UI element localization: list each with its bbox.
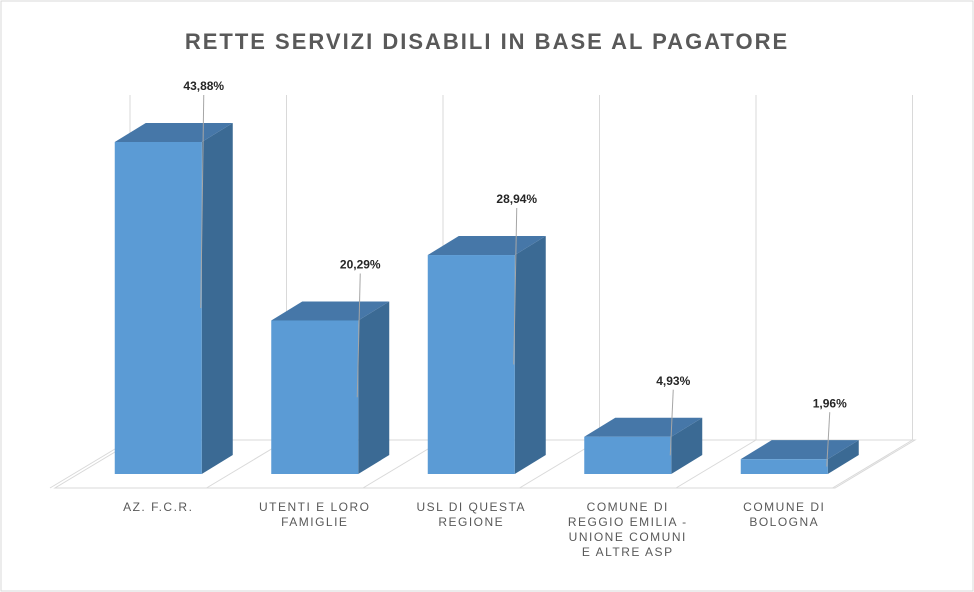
leader-line: [669, 389, 674, 456]
bar-top: [740, 440, 859, 460]
bar-side: [671, 417, 703, 474]
chart-title: RETTE SERVIZI DISABILI IN BASE AL PAGATO…: [185, 29, 789, 54]
bar: [271, 320, 359, 474]
floor: [53, 439, 917, 489]
bar-top: [584, 417, 703, 437]
x-tick-label: USL DI QUESTA REGIONE: [416, 500, 527, 529]
leader-line: [200, 94, 205, 309]
leader-line: [826, 412, 831, 467]
bar-side: [358, 301, 390, 474]
data-label: 43,88%: [183, 79, 224, 93]
x-tick-label: AZ. F.C.R.: [123, 500, 194, 514]
leader-line: [356, 273, 361, 398]
bar: [427, 255, 515, 474]
x-tick-label: COMUNE DI REGGIO EMILIA - UNIONE COMUNI …: [567, 500, 688, 559]
floor-divider: [675, 439, 757, 489]
bar-side: [201, 123, 233, 474]
leader-line: [513, 208, 518, 365]
bar: [584, 436, 672, 474]
data-label: 4,93%: [656, 374, 690, 388]
data-label: 28,94%: [496, 192, 537, 206]
bar: [114, 142, 202, 474]
data-label: 1,96%: [813, 396, 847, 410]
floor-divider: [832, 439, 913, 489]
x-tick-label: UTENTI E LORO FAMIGLIE: [258, 500, 371, 529]
bar-side: [514, 236, 546, 474]
data-label: 20,29%: [340, 258, 381, 272]
x-tick-label: COMUNE DI BOLOGNA: [743, 500, 826, 529]
bar-side: [827, 440, 859, 474]
bar: [740, 459, 828, 474]
